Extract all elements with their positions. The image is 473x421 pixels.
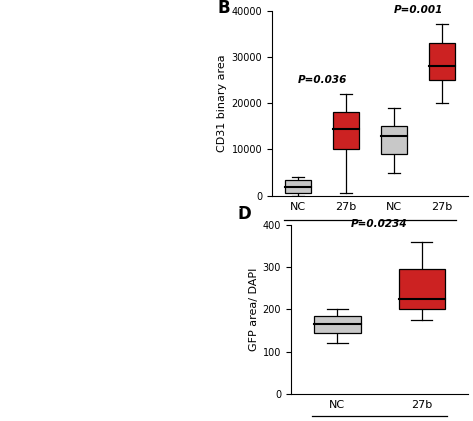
Y-axis label: GFP area/ DAPI: GFP area/ DAPI xyxy=(248,268,259,351)
Text: NC: NC xyxy=(53,204,70,214)
Bar xyxy=(333,112,359,149)
Text: VEGF: VEGF xyxy=(9,139,18,168)
Text: B: B xyxy=(217,0,229,17)
Text: VEGF: VEGF xyxy=(403,237,433,247)
Text: Control: Control xyxy=(302,237,342,247)
Bar xyxy=(429,43,455,80)
Bar xyxy=(285,179,312,194)
Text: P=0.036: P=0.036 xyxy=(298,75,347,85)
Text: D: D xyxy=(237,205,252,223)
Text: NC: NC xyxy=(53,11,70,21)
Text: A: A xyxy=(2,4,15,22)
Text: C: C xyxy=(2,202,15,220)
Text: E: E xyxy=(2,272,14,290)
Text: NT: NT xyxy=(9,67,18,84)
Text: P=0.0234: P=0.0234 xyxy=(351,219,408,229)
Text: VEGF: VEGF xyxy=(9,219,18,248)
Bar xyxy=(381,126,407,154)
Bar xyxy=(314,316,360,333)
Text: P=0.001: P=0.001 xyxy=(394,5,443,15)
Y-axis label: CD31 binary area: CD31 binary area xyxy=(217,54,228,152)
Text: NC: NC xyxy=(53,272,70,282)
Text: 27b: 27b xyxy=(156,204,180,214)
Text: 27b: 27b xyxy=(156,11,180,21)
Text: VEGF: VEGF xyxy=(9,295,18,324)
Text: 27b: 27b xyxy=(156,272,180,282)
Bar xyxy=(399,269,445,309)
